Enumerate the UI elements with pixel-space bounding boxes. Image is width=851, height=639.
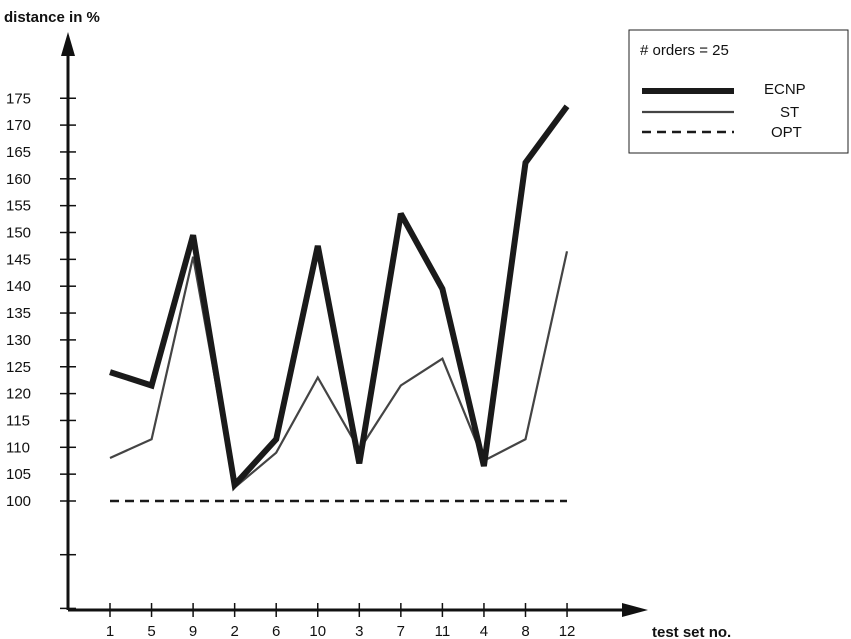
y-tick-label: 170 — [6, 117, 31, 134]
x-axis-title: test set no. — [652, 624, 731, 639]
y-tick-label: 145 — [6, 251, 31, 268]
y-axis-arrow — [61, 32, 75, 56]
x-tick-label: 5 — [147, 623, 155, 639]
y-tick-label: 125 — [6, 359, 31, 376]
y-tick-label: 115 — [6, 412, 30, 429]
y-tick-label: 165 — [6, 144, 31, 161]
y-tick-label: 155 — [6, 198, 31, 215]
y-tick-label: 105 — [6, 466, 31, 483]
x-axis-arrow — [622, 603, 648, 617]
y-axis-title: distance in % — [4, 9, 100, 26]
legend: # orders = 25 ECNP ST OPT — [628, 29, 849, 154]
y-tick-label: 130 — [6, 332, 31, 349]
x-ticks: 1 5 9 2 6 10 3 7 11 4 8 12 — [106, 603, 576, 639]
x-tick-label: 3 — [355, 623, 363, 639]
y-tick-label: 150 — [6, 225, 31, 242]
x-tick-label: 7 — [397, 623, 405, 639]
y-tick-label: 160 — [6, 171, 31, 188]
series-line-st — [109, 251, 569, 490]
series-line-ecnp — [109, 104, 570, 492]
x-tick-label: 10 — [309, 623, 326, 639]
x-tick-label: 11 — [435, 623, 451, 639]
y-tick-label: 110 — [6, 439, 30, 456]
x-tick-label: 8 — [521, 623, 529, 639]
x-tick-label: 12 — [559, 623, 576, 639]
x-tick-label: 2 — [230, 623, 238, 639]
series-layer — [109, 104, 570, 503]
legend-label-opt: OPT — [771, 124, 802, 141]
x-tick-label: 6 — [272, 623, 280, 639]
y-tick-label: 140 — [6, 278, 31, 295]
axes — [61, 32, 648, 617]
y-tick-label: 100 — [6, 493, 31, 510]
legend-label-ecnp: ECNP — [764, 81, 806, 98]
x-tick-label: 1 — [106, 623, 114, 639]
legend-label-st: ST — [780, 104, 799, 121]
x-tick-label: 9 — [189, 623, 197, 639]
y-tick-label: 135 — [6, 305, 31, 322]
x-tick-label: 4 — [480, 623, 488, 639]
y-tick-label: 120 — [6, 386, 31, 403]
y-ticks: 100 105 110 115 120 125 130 135 140 145 150 155 160 1… — [6, 90, 76, 610]
legend-header: # orders = 25 — [640, 42, 729, 59]
y-tick-label: 175 — [6, 90, 31, 107]
